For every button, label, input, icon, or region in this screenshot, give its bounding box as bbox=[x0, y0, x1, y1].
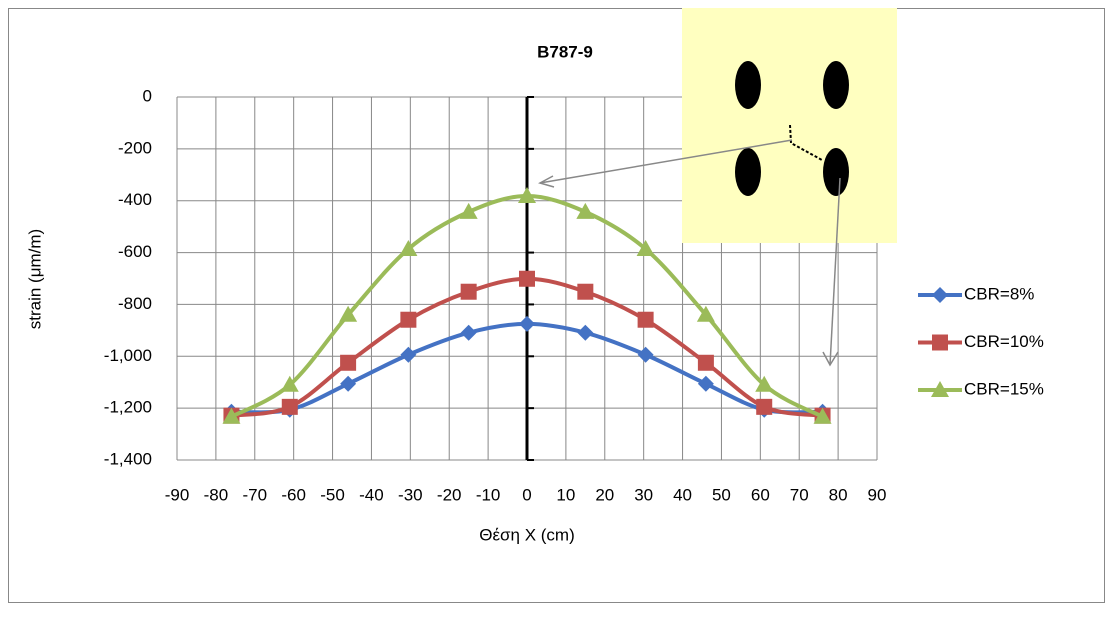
y-tick-label: -200 bbox=[118, 138, 152, 157]
marker bbox=[222, 407, 241, 424]
wheel bbox=[735, 148, 761, 196]
marker bbox=[519, 315, 535, 332]
marker bbox=[637, 311, 654, 328]
chart-title: B787-9 bbox=[537, 42, 593, 61]
x-tick-label: -60 bbox=[281, 485, 306, 504]
y-tick-label: -1,000 bbox=[104, 346, 152, 365]
marker bbox=[577, 324, 594, 341]
gear-diagram bbox=[538, 8, 897, 367]
marker bbox=[697, 375, 714, 392]
marker bbox=[756, 398, 773, 415]
dotted-path bbox=[789, 124, 823, 161]
marker bbox=[932, 287, 948, 303]
marker bbox=[460, 324, 477, 341]
marker bbox=[813, 407, 832, 424]
marker bbox=[696, 305, 715, 322]
legend-label: CBR=10% bbox=[964, 332, 1044, 351]
x-tick-label: -20 bbox=[437, 485, 462, 504]
arrow bbox=[539, 139, 793, 184]
marker bbox=[340, 375, 357, 392]
y-tick-label: -600 bbox=[118, 242, 152, 261]
marker bbox=[280, 375, 299, 392]
arrow bbox=[829, 177, 841, 366]
legend-label: CBR=15% bbox=[964, 379, 1044, 398]
wheel bbox=[823, 148, 849, 196]
x-tick-label: -10 bbox=[476, 485, 501, 504]
marker bbox=[932, 334, 948, 351]
x-tick-label: 40 bbox=[673, 485, 692, 504]
marker bbox=[577, 283, 594, 300]
x-tick-label: 0 bbox=[522, 485, 531, 504]
marker bbox=[399, 239, 418, 256]
x-tick-label: 10 bbox=[556, 485, 575, 504]
marker bbox=[637, 346, 654, 363]
y-tick-label: -1,400 bbox=[104, 449, 152, 468]
x-tick-label: 80 bbox=[829, 485, 848, 504]
y-axis-label: strain (μm/m) bbox=[25, 229, 44, 329]
marker bbox=[400, 346, 417, 363]
marker bbox=[339, 305, 358, 322]
x-tick-label: 50 bbox=[712, 485, 731, 504]
x-tick-label: -90 bbox=[165, 485, 190, 504]
x-tick-label: 60 bbox=[751, 485, 770, 504]
marker bbox=[460, 283, 477, 300]
x-tick-label: 20 bbox=[595, 485, 614, 504]
x-tick-label: 70 bbox=[790, 485, 809, 504]
marker bbox=[281, 398, 298, 415]
y-tick-label: -800 bbox=[118, 294, 152, 313]
legend-label: CBR=8% bbox=[964, 284, 1034, 303]
marker bbox=[576, 202, 595, 219]
marker bbox=[518, 187, 536, 204]
y-tick-label: -1,200 bbox=[104, 398, 152, 417]
chart-border bbox=[8, 8, 1105, 603]
marker bbox=[459, 202, 478, 219]
marker bbox=[755, 375, 774, 392]
wheel bbox=[735, 61, 761, 109]
x-tick-label: -30 bbox=[398, 485, 423, 504]
arrowhead bbox=[822, 351, 839, 367]
arrowhead bbox=[538, 175, 555, 188]
x-tick-label: -80 bbox=[204, 485, 229, 504]
x-tick-label: -40 bbox=[359, 485, 384, 504]
marker bbox=[931, 381, 949, 397]
x-tick-label: -70 bbox=[242, 485, 267, 504]
x-tick-label: 30 bbox=[634, 485, 653, 504]
y-tick-label: -400 bbox=[118, 190, 152, 209]
legend: CBR=8% CBR=10% CBR=15% bbox=[918, 284, 1044, 398]
x-tick-label: 90 bbox=[868, 485, 887, 504]
x-axis-label: Θέση X (cm) bbox=[479, 525, 575, 544]
marker bbox=[697, 354, 714, 371]
x-tick-label: -50 bbox=[320, 485, 345, 504]
series-layer bbox=[222, 187, 832, 424]
marker bbox=[636, 239, 655, 256]
marker bbox=[519, 270, 535, 287]
wheel bbox=[823, 61, 849, 109]
marker bbox=[400, 311, 417, 328]
marker bbox=[340, 354, 357, 371]
y-tick-label: 0 bbox=[143, 86, 152, 105]
